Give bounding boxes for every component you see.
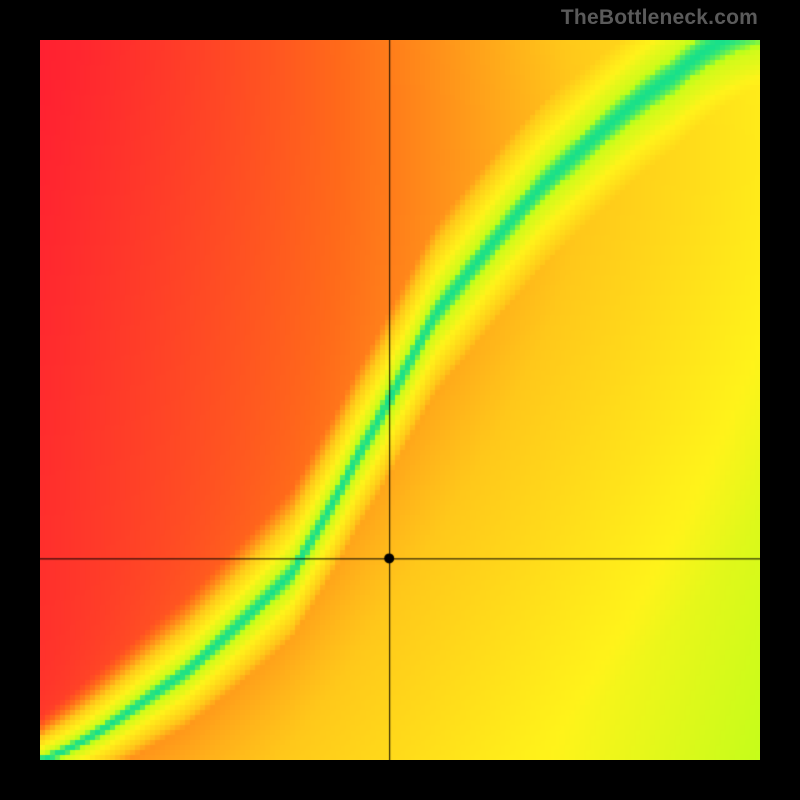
heatmap-plot	[40, 40, 760, 760]
watermark-label: TheBottleneck.com	[561, 6, 758, 30]
